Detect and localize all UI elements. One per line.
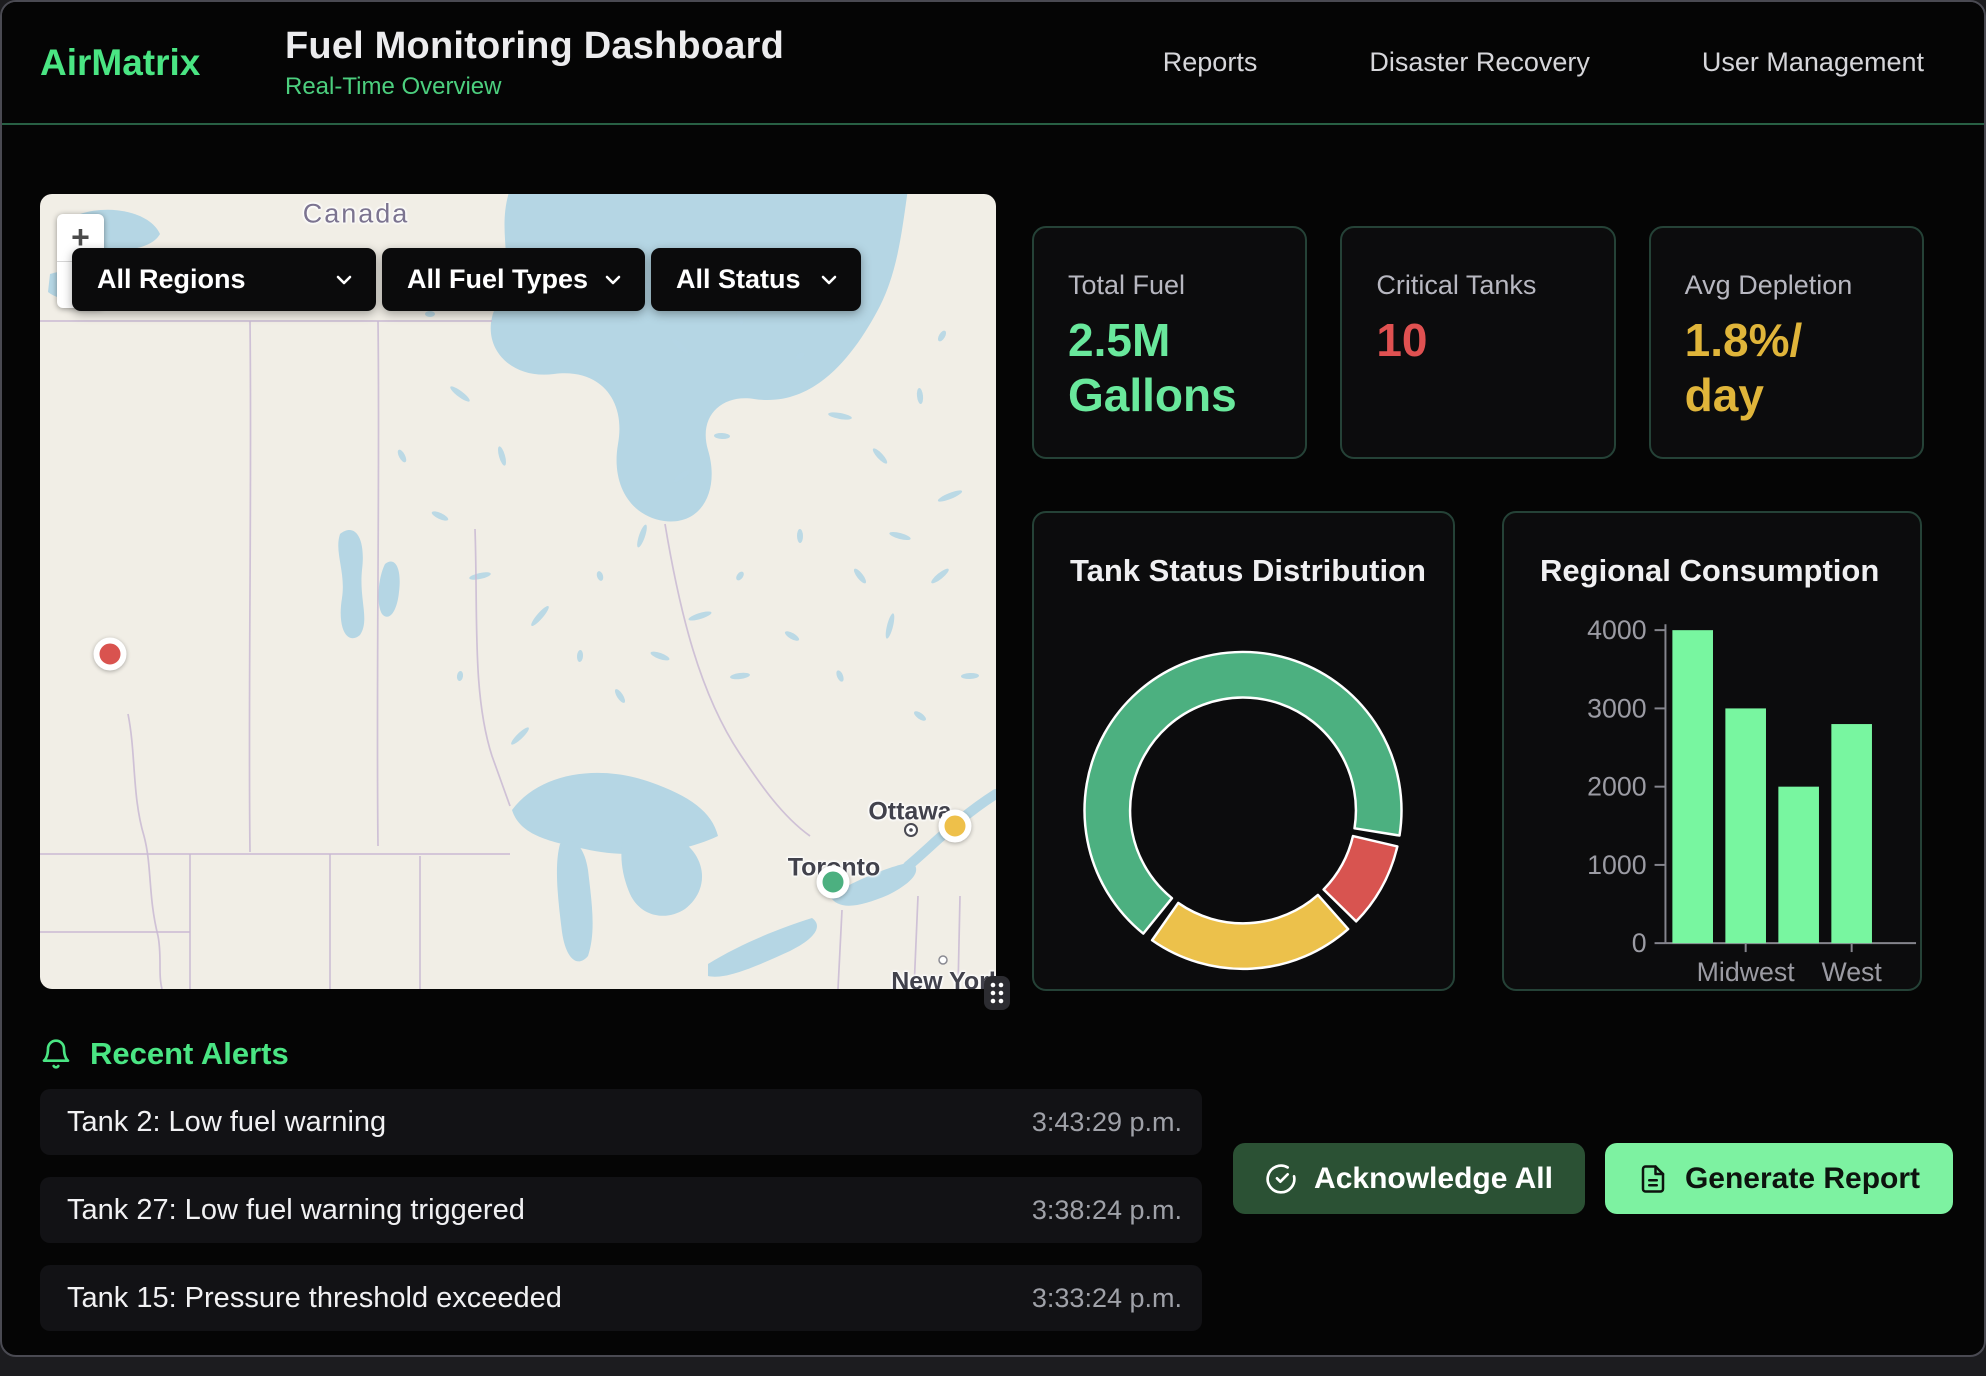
check-circle-icon bbox=[1265, 1163, 1297, 1195]
stat-cards-row: Total Fuel 2.5M Gallons Critical Tanks 1… bbox=[1032, 226, 1924, 459]
stat-value: 2.5M Gallons bbox=[1068, 313, 1285, 423]
alert-text: Tank 15: Pressure threshold exceeded bbox=[67, 1282, 562, 1315]
brand-logo: AirMatrix bbox=[40, 42, 247, 84]
stat-value: 10 bbox=[1376, 313, 1593, 368]
alert-time: 3:38:24 p.m. bbox=[1032, 1195, 1182, 1226]
fuel-type-filter-value: All Fuel Types bbox=[407, 264, 588, 295]
region-filter-value: All Regions bbox=[97, 264, 246, 295]
region-filter-dropdown[interactable]: All Regions bbox=[72, 248, 376, 311]
stat-value: 1.8%/ day bbox=[1685, 313, 1902, 423]
tank-marker[interactable] bbox=[93, 638, 126, 671]
document-icon bbox=[1638, 1164, 1668, 1194]
status-filter-value: All Status bbox=[676, 264, 801, 295]
charts-row: Tank Status Distribution Regional Consum… bbox=[1032, 511, 1924, 991]
svg-text:West: West bbox=[1821, 957, 1882, 987]
chevron-down-icon bbox=[601, 268, 625, 292]
page-title: Fuel Monitoring Dashboard bbox=[285, 25, 784, 68]
recent-alerts-section: Recent Alerts Tank 2: Low fuel warning 3… bbox=[2, 1035, 1984, 1331]
svg-text:0: 0 bbox=[1632, 928, 1647, 958]
map-filters: All Regions All Fuel Types All Status bbox=[72, 248, 861, 311]
alert-text: Tank 2: Low fuel warning bbox=[67, 1106, 386, 1139]
alert-time: 3:43:29 p.m. bbox=[1032, 1107, 1182, 1138]
stat-card-total-fuel: Total Fuel 2.5M Gallons bbox=[1032, 226, 1307, 459]
alert-row: Tank 15: Pressure threshold exceeded 3:3… bbox=[40, 1265, 1202, 1331]
svg-text:2000: 2000 bbox=[1587, 772, 1646, 802]
donut-chart bbox=[1034, 513, 1453, 989]
generate-report-button[interactable]: Generate Report bbox=[1605, 1143, 1953, 1214]
stat-card-avg-depletion: Avg Depletion 1.8%/ day bbox=[1649, 226, 1924, 459]
alert-row: Tank 2: Low fuel warning 3:43:29 p.m. bbox=[40, 1089, 1202, 1155]
alert-list: Tank 2: Low fuel warning 3:43:29 p.m. Ta… bbox=[40, 1089, 1202, 1331]
stat-label: Critical Tanks bbox=[1376, 270, 1593, 301]
alerts-title: Recent Alerts bbox=[90, 1036, 289, 1072]
nav-item-reports[interactable]: Reports bbox=[1163, 47, 1258, 78]
nav-item-user-management[interactable]: User Management bbox=[1702, 47, 1924, 78]
main-content: Canada Ottawa Toronto New York + − All R… bbox=[2, 125, 1984, 991]
map-label-canada: Canada bbox=[303, 199, 410, 230]
svg-text:4000: 4000 bbox=[1587, 615, 1646, 645]
svg-text:Midwest: Midwest bbox=[1697, 957, 1796, 987]
app-header: AirMatrix Fuel Monitoring Dashboard Real… bbox=[2, 2, 1984, 125]
bell-icon bbox=[40, 1038, 72, 1070]
stat-label: Total Fuel bbox=[1068, 270, 1285, 301]
regional-consumption-card: Regional Consumption 01000200030004000Mi… bbox=[1502, 511, 1922, 991]
page-subtitle: Real-Time Overview bbox=[285, 73, 784, 101]
nav-item-disaster-recovery[interactable]: Disaster Recovery bbox=[1369, 47, 1590, 78]
tank-status-distribution-card: Tank Status Distribution bbox=[1032, 511, 1455, 991]
tank-marker[interactable] bbox=[938, 810, 971, 843]
stat-label: Avg Depletion bbox=[1685, 270, 1902, 301]
dashboard-right-column: Total Fuel 2.5M Gallons Critical Tanks 1… bbox=[1032, 194, 1924, 991]
resize-grip-handle[interactable] bbox=[984, 976, 1010, 1010]
alert-row: Tank 27: Low fuel warning triggered 3:38… bbox=[40, 1177, 1202, 1243]
map-widget: Canada Ottawa Toronto New York + − All R… bbox=[40, 194, 996, 989]
alert-actions: Acknowledge All Generate Report bbox=[1233, 1143, 1953, 1214]
main-nav: Reports Disaster Recovery User Managemen… bbox=[1163, 47, 1924, 78]
chevron-down-icon bbox=[332, 268, 356, 292]
tank-marker[interactable] bbox=[817, 865, 850, 898]
svg-text:1000: 1000 bbox=[1587, 850, 1646, 880]
alerts-header: Recent Alerts bbox=[40, 1035, 1984, 1073]
bar-chart: 0 1000 2000 3000 4000 Midwest West bbox=[1504, 513, 1920, 989]
app-window: AirMatrix Fuel Monitoring Dashboard Real… bbox=[0, 0, 1986, 1357]
grip-dots-icon bbox=[987, 979, 1007, 1007]
svg-text:3000: 3000 bbox=[1587, 693, 1646, 723]
status-filter-dropdown[interactable]: All Status bbox=[651, 248, 861, 311]
fuel-type-filter-dropdown[interactable]: All Fuel Types bbox=[382, 248, 645, 311]
tank-map[interactable]: Canada Ottawa Toronto New York + − All R… bbox=[40, 194, 996, 989]
map-label-new-york: New York bbox=[891, 968, 996, 990]
acknowledge-all-button[interactable]: Acknowledge All bbox=[1233, 1143, 1585, 1214]
chevron-down-icon bbox=[817, 268, 841, 292]
title-block: Fuel Monitoring Dashboard Real-Time Over… bbox=[285, 25, 784, 101]
alert-text: Tank 27: Low fuel warning triggered bbox=[67, 1194, 525, 1227]
stat-card-critical-tanks: Critical Tanks 10 bbox=[1340, 226, 1615, 459]
alert-time: 3:33:24 p.m. bbox=[1032, 1283, 1182, 1314]
